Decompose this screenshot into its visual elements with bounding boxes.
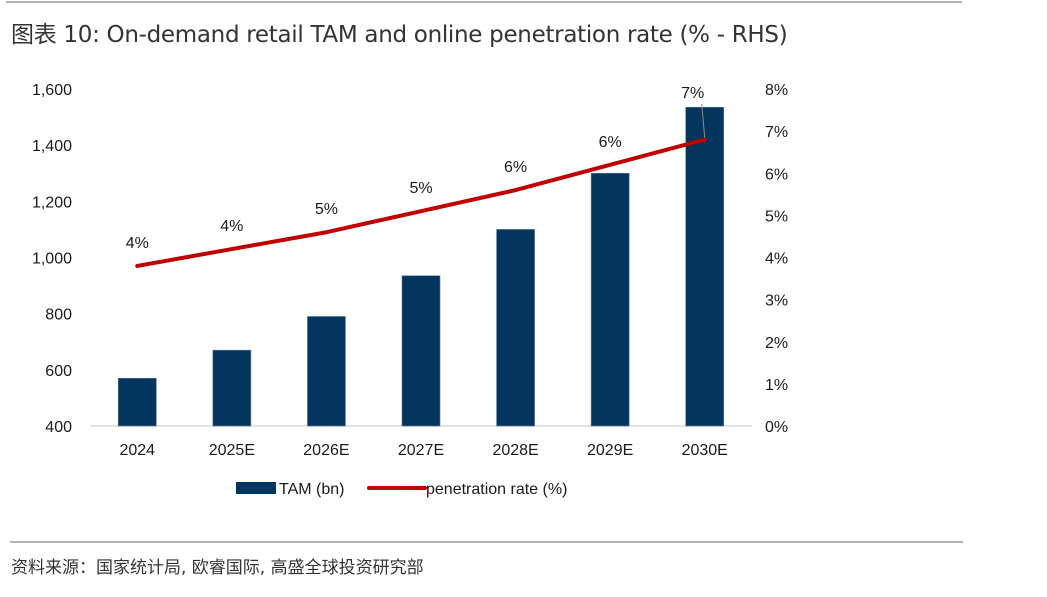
left-tick-label: 400 [45,419,72,436]
left-tick-label: 1,600 [32,82,72,99]
bar-2029e [590,172,630,427]
line-data-label: 5% [315,201,338,218]
legend: TAM (bn) penetration rate (%) [236,481,567,498]
bar-2028e [496,229,535,427]
line-data-label: 4% [126,235,149,252]
line-data-label: 7% [681,85,704,102]
left-tick-label: 1,000 [32,251,72,268]
bottom-rule [10,541,963,543]
line-data-label: 6% [504,159,527,176]
left-tick-label: 1,400 [32,138,72,155]
bar-2027e [401,275,441,427]
top-rule [6,1,962,3]
right-tick-label: 0% [765,419,788,436]
source-note: 资料来源：国家统计局, 欧睿国际, 高盛全球投资研究部 [11,558,424,578]
x-tick-label: 2026E [303,442,349,459]
line-series [135,137,707,268]
legend-label-tam: TAM (bn) [279,481,344,498]
right-tick-label: 8% [765,82,788,99]
x-tick-label: 2025E [209,442,255,459]
right-axis: 0% 1% 2% 3% 4% 5% 6% 7% 8% [765,82,788,436]
bar-2026e [307,316,346,427]
bar-2025e [212,349,252,427]
x-tick-label: 2028E [492,442,538,459]
right-tick-label: 1% [765,377,788,394]
chart-title: 图表 10: On-demand retail TAM and online p… [11,22,788,48]
right-tick-label: 3% [765,293,788,310]
chart: 400 600 800 1,000 1,200 1,400 1,600 0% 1% 2% 3% 4%… [32,82,788,498]
right-tick-label: 7% [765,124,788,141]
left-axis: 400 600 800 1,000 1,200 1,400 1,600 [32,82,72,436]
left-tick-label: 600 [45,363,72,380]
legend-label-penetration: penetration rate (%) [426,481,567,498]
left-tick-label: 800 [45,307,72,324]
line-data-label: 4% [220,218,243,235]
right-tick-label: 2% [765,335,788,352]
bar-2024 [117,377,157,427]
right-tick-label: 6% [765,166,788,183]
line-data-label: 6% [599,134,622,151]
line-data-labels: 4% 4% 5% 5% 6% 6% 7% [126,85,706,252]
right-tick-label: 5% [765,208,788,225]
x-tick-label: 2030E [682,442,728,459]
x-tick-label: 2029E [587,442,633,459]
line-data-label: 5% [409,180,432,197]
bar-series [117,106,725,427]
x-axis: 2024 2025E 2026E 2027E 2028E 2029E 2030E [119,442,727,459]
right-tick-label: 4% [765,251,788,268]
legend-swatch-tam [236,482,276,494]
bar-2030e [685,106,725,427]
data-label-leader [701,103,706,138]
x-tick-label: 2024 [119,442,155,459]
left-tick-label: 1,200 [32,194,72,211]
x-tick-label: 2027E [398,442,444,459]
